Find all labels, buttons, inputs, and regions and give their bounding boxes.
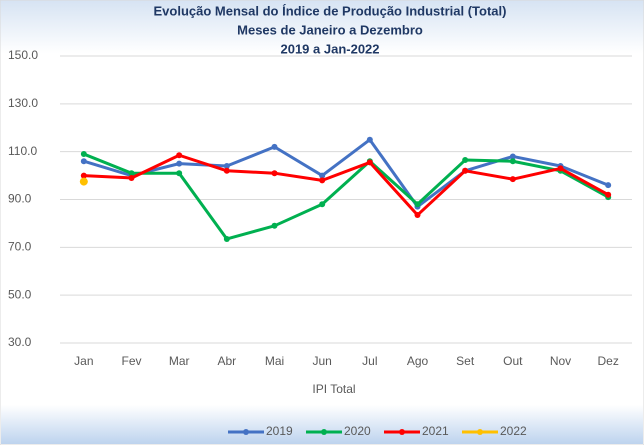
data-point: [557, 165, 564, 172]
y-tick-label: 50.0: [8, 287, 32, 301]
x-tick-label: Mai: [265, 354, 284, 368]
x-tick-label: Nov: [550, 354, 571, 368]
series-line: [83, 152, 609, 241]
x-axis-label: IPI Total: [312, 382, 355, 396]
legend-label: 2021: [422, 424, 449, 438]
y-tick-label: 30.0: [8, 335, 32, 349]
data-point: [271, 170, 278, 177]
data-point: [80, 151, 87, 158]
data-point: [128, 170, 135, 177]
y-tick-label: 150.0: [8, 48, 38, 62]
data-point: [80, 172, 87, 179]
data-point: [509, 158, 516, 165]
legend-band: [1, 405, 643, 444]
legend-marker: [243, 429, 249, 435]
x-tick-label: Set: [456, 354, 475, 368]
data-point: [462, 167, 469, 174]
chart-subtitle: 2019 a Jan-2022: [280, 41, 379, 56]
data-point: [319, 177, 326, 184]
y-tick-label: 90.0: [8, 192, 32, 206]
chart-subtitle: Meses de Janeiro a Dezembro: [237, 22, 423, 37]
x-tick-label: Jun: [312, 354, 331, 368]
series-line: [83, 138, 609, 209]
legend-marker: [399, 429, 405, 435]
legend-label: 2019: [266, 424, 293, 438]
data-point: [605, 182, 612, 189]
data-point: [319, 201, 326, 208]
y-tick-label: 70.0: [8, 240, 32, 254]
series-line: [83, 153, 609, 217]
legend-marker: [321, 429, 327, 435]
x-tick-label: Fev: [121, 354, 141, 368]
data-point: [223, 235, 230, 242]
data-point: [80, 158, 87, 165]
data-point: [271, 143, 278, 150]
data-point: [366, 136, 373, 143]
data-point: [223, 163, 230, 170]
data-point: [79, 177, 88, 186]
data-point: [509, 153, 516, 160]
data-point: [414, 212, 421, 219]
chart-title: Evolução Mensal do Índice de Produção In…: [154, 3, 507, 18]
x-tick-label: Jul: [362, 354, 377, 368]
y-tick-label: 110.0: [8, 144, 37, 158]
data-point: [176, 160, 183, 167]
x-tick-label: Ago: [407, 354, 429, 368]
data-point: [462, 157, 469, 164]
x-tick-label: Out: [503, 354, 523, 368]
data-point: [605, 191, 612, 198]
x-tick-label: Mar: [169, 354, 190, 368]
data-point: [223, 167, 230, 174]
data-point: [176, 152, 183, 159]
data-point: [414, 201, 421, 208]
x-tick-label: Dez: [597, 354, 618, 368]
data-point: [176, 170, 183, 177]
x-tick-label: Jan: [74, 354, 93, 368]
data-point: [128, 174, 135, 181]
data-point: [271, 222, 278, 229]
y-tick-label: 130.0: [8, 96, 38, 110]
x-tick-label: Abr: [217, 354, 236, 368]
legend-label: 2020: [344, 424, 371, 438]
data-point: [509, 176, 516, 183]
data-point: [319, 172, 326, 179]
legend-label: 2022: [500, 424, 527, 438]
legend-marker: [477, 429, 483, 435]
data-point: [366, 159, 373, 166]
